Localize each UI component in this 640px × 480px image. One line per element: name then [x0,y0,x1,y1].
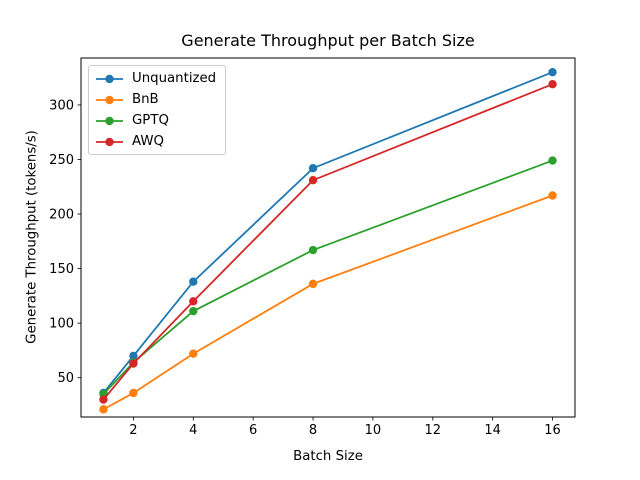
data-point-awq-batch-4 [189,297,198,306]
series-unquantized [99,67,557,398]
legend-label-unquantized: Unquantized [132,71,217,86]
legend-marker-bnb [96,95,123,104]
series-line-gptq [102,159,553,395]
data-point-gptq-batch-4 [189,306,198,316]
x-tick-label: 8 [309,423,317,438]
y-tick-label: 300 [49,98,74,113]
data-point-bnb-batch-8 [308,279,318,289]
y-axis-ticks: 50 100 150 200 250 300 [49,98,81,386]
y-tick-label: 100 [49,317,74,332]
legend-marker-unquantized [96,74,123,83]
y-tick-label: 50 [57,371,74,386]
legend-label-bnb: BnB [132,92,159,107]
x-tick-label: 16 [544,423,561,438]
data-point-unquantized-batch-8 [308,164,318,173]
x-tick-label: 4 [189,423,197,438]
x-axis-ticks: 2 4 6 8 10 12 14 16 [129,417,561,438]
series-line-bnb [103,194,553,411]
data-point-bnb-batch-4 [189,349,198,358]
legend-marker-awq [96,137,123,146]
legend: Unquantized BnB GPTQ AWQ [88,65,227,155]
legend-item-gptq: GPTQ [96,113,216,128]
y-tick-label: 250 [49,153,74,168]
series-bnb [99,191,557,414]
x-tick-label: 10 [365,423,382,438]
legend-label-awq: AWQ [132,134,164,149]
data-point-awq-batch-8 [308,176,318,185]
legend-marker-gptq [96,116,123,125]
x-tick-label: 2 [129,423,137,438]
data-point-unquantized-batch-2 [129,351,138,361]
data-point-unquantized-batch-4 [189,277,198,286]
data-point-bnb-batch-2 [129,388,138,398]
axes-frame [80,57,576,418]
legend-item-bnb: BnB [96,92,216,107]
legend-label-gptq: GPTQ [132,113,169,128]
data-point-awq-batch-1 [99,395,108,404]
data-point-gptq-batch-8 [308,245,318,255]
x-tick-label: 12 [425,423,442,438]
y-axis-label: Generate Throughput (tokens/s) [24,130,40,344]
x-tick-label: 6 [249,423,257,438]
x-axis-label: Batch Size [293,449,363,464]
x-tick-label: 14 [484,423,501,438]
data-point-unquantized-batch-16 [548,67,557,77]
y-tick-label: 200 [49,208,74,223]
series-awq [99,79,557,404]
y-tick-label: 150 [49,262,74,277]
legend-item-awq: AWQ [96,134,216,149]
data-point-awq-batch-2 [129,359,138,368]
data-point-gptq-batch-16 [548,156,557,165]
data-point-bnb-batch-16 [548,191,557,200]
data-point-awq-batch-16 [548,79,557,89]
legend-item-unquantized: Unquantized [96,71,216,86]
data-point-bnb-batch-1 [99,405,108,414]
chart-title: Generate Throughput per Batch Size [181,31,475,50]
series-gptq [99,156,557,399]
